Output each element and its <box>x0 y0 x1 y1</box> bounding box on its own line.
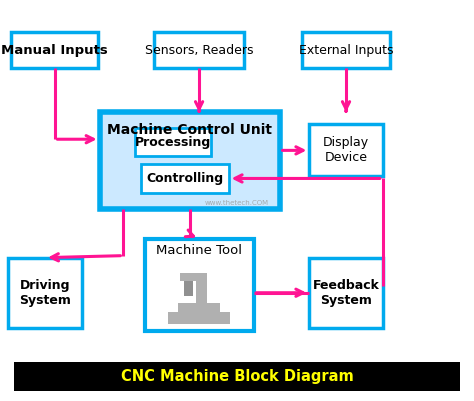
Text: Driving
System: Driving System <box>19 279 71 307</box>
FancyBboxPatch shape <box>184 281 193 296</box>
FancyBboxPatch shape <box>135 128 211 156</box>
Text: Sensors, Readers: Sensors, Readers <box>145 44 253 57</box>
FancyBboxPatch shape <box>11 32 99 68</box>
FancyBboxPatch shape <box>14 362 460 391</box>
FancyBboxPatch shape <box>309 257 383 328</box>
Text: External Inputs: External Inputs <box>299 44 393 57</box>
FancyBboxPatch shape <box>8 257 82 328</box>
FancyBboxPatch shape <box>100 112 280 209</box>
Text: www.thetech.COM: www.thetech.COM <box>205 200 269 205</box>
FancyBboxPatch shape <box>145 239 254 331</box>
FancyBboxPatch shape <box>309 124 383 176</box>
Text: Feedback
System: Feedback System <box>312 279 380 307</box>
Text: Machine Tool: Machine Tool <box>156 244 242 257</box>
FancyBboxPatch shape <box>141 164 228 193</box>
FancyBboxPatch shape <box>168 312 230 324</box>
Text: CNC Machine Block Diagram: CNC Machine Block Diagram <box>120 369 354 384</box>
FancyBboxPatch shape <box>154 32 244 68</box>
FancyBboxPatch shape <box>196 273 207 303</box>
Text: Processing: Processing <box>135 136 211 149</box>
Text: Machine Control Unit: Machine Control Unit <box>107 124 272 137</box>
Text: Display
Device: Display Device <box>323 136 369 164</box>
Text: Manual Inputs: Manual Inputs <box>1 44 108 57</box>
FancyBboxPatch shape <box>302 32 390 68</box>
FancyBboxPatch shape <box>180 273 207 281</box>
Text: Controlling: Controlling <box>146 172 223 185</box>
FancyBboxPatch shape <box>178 303 220 312</box>
